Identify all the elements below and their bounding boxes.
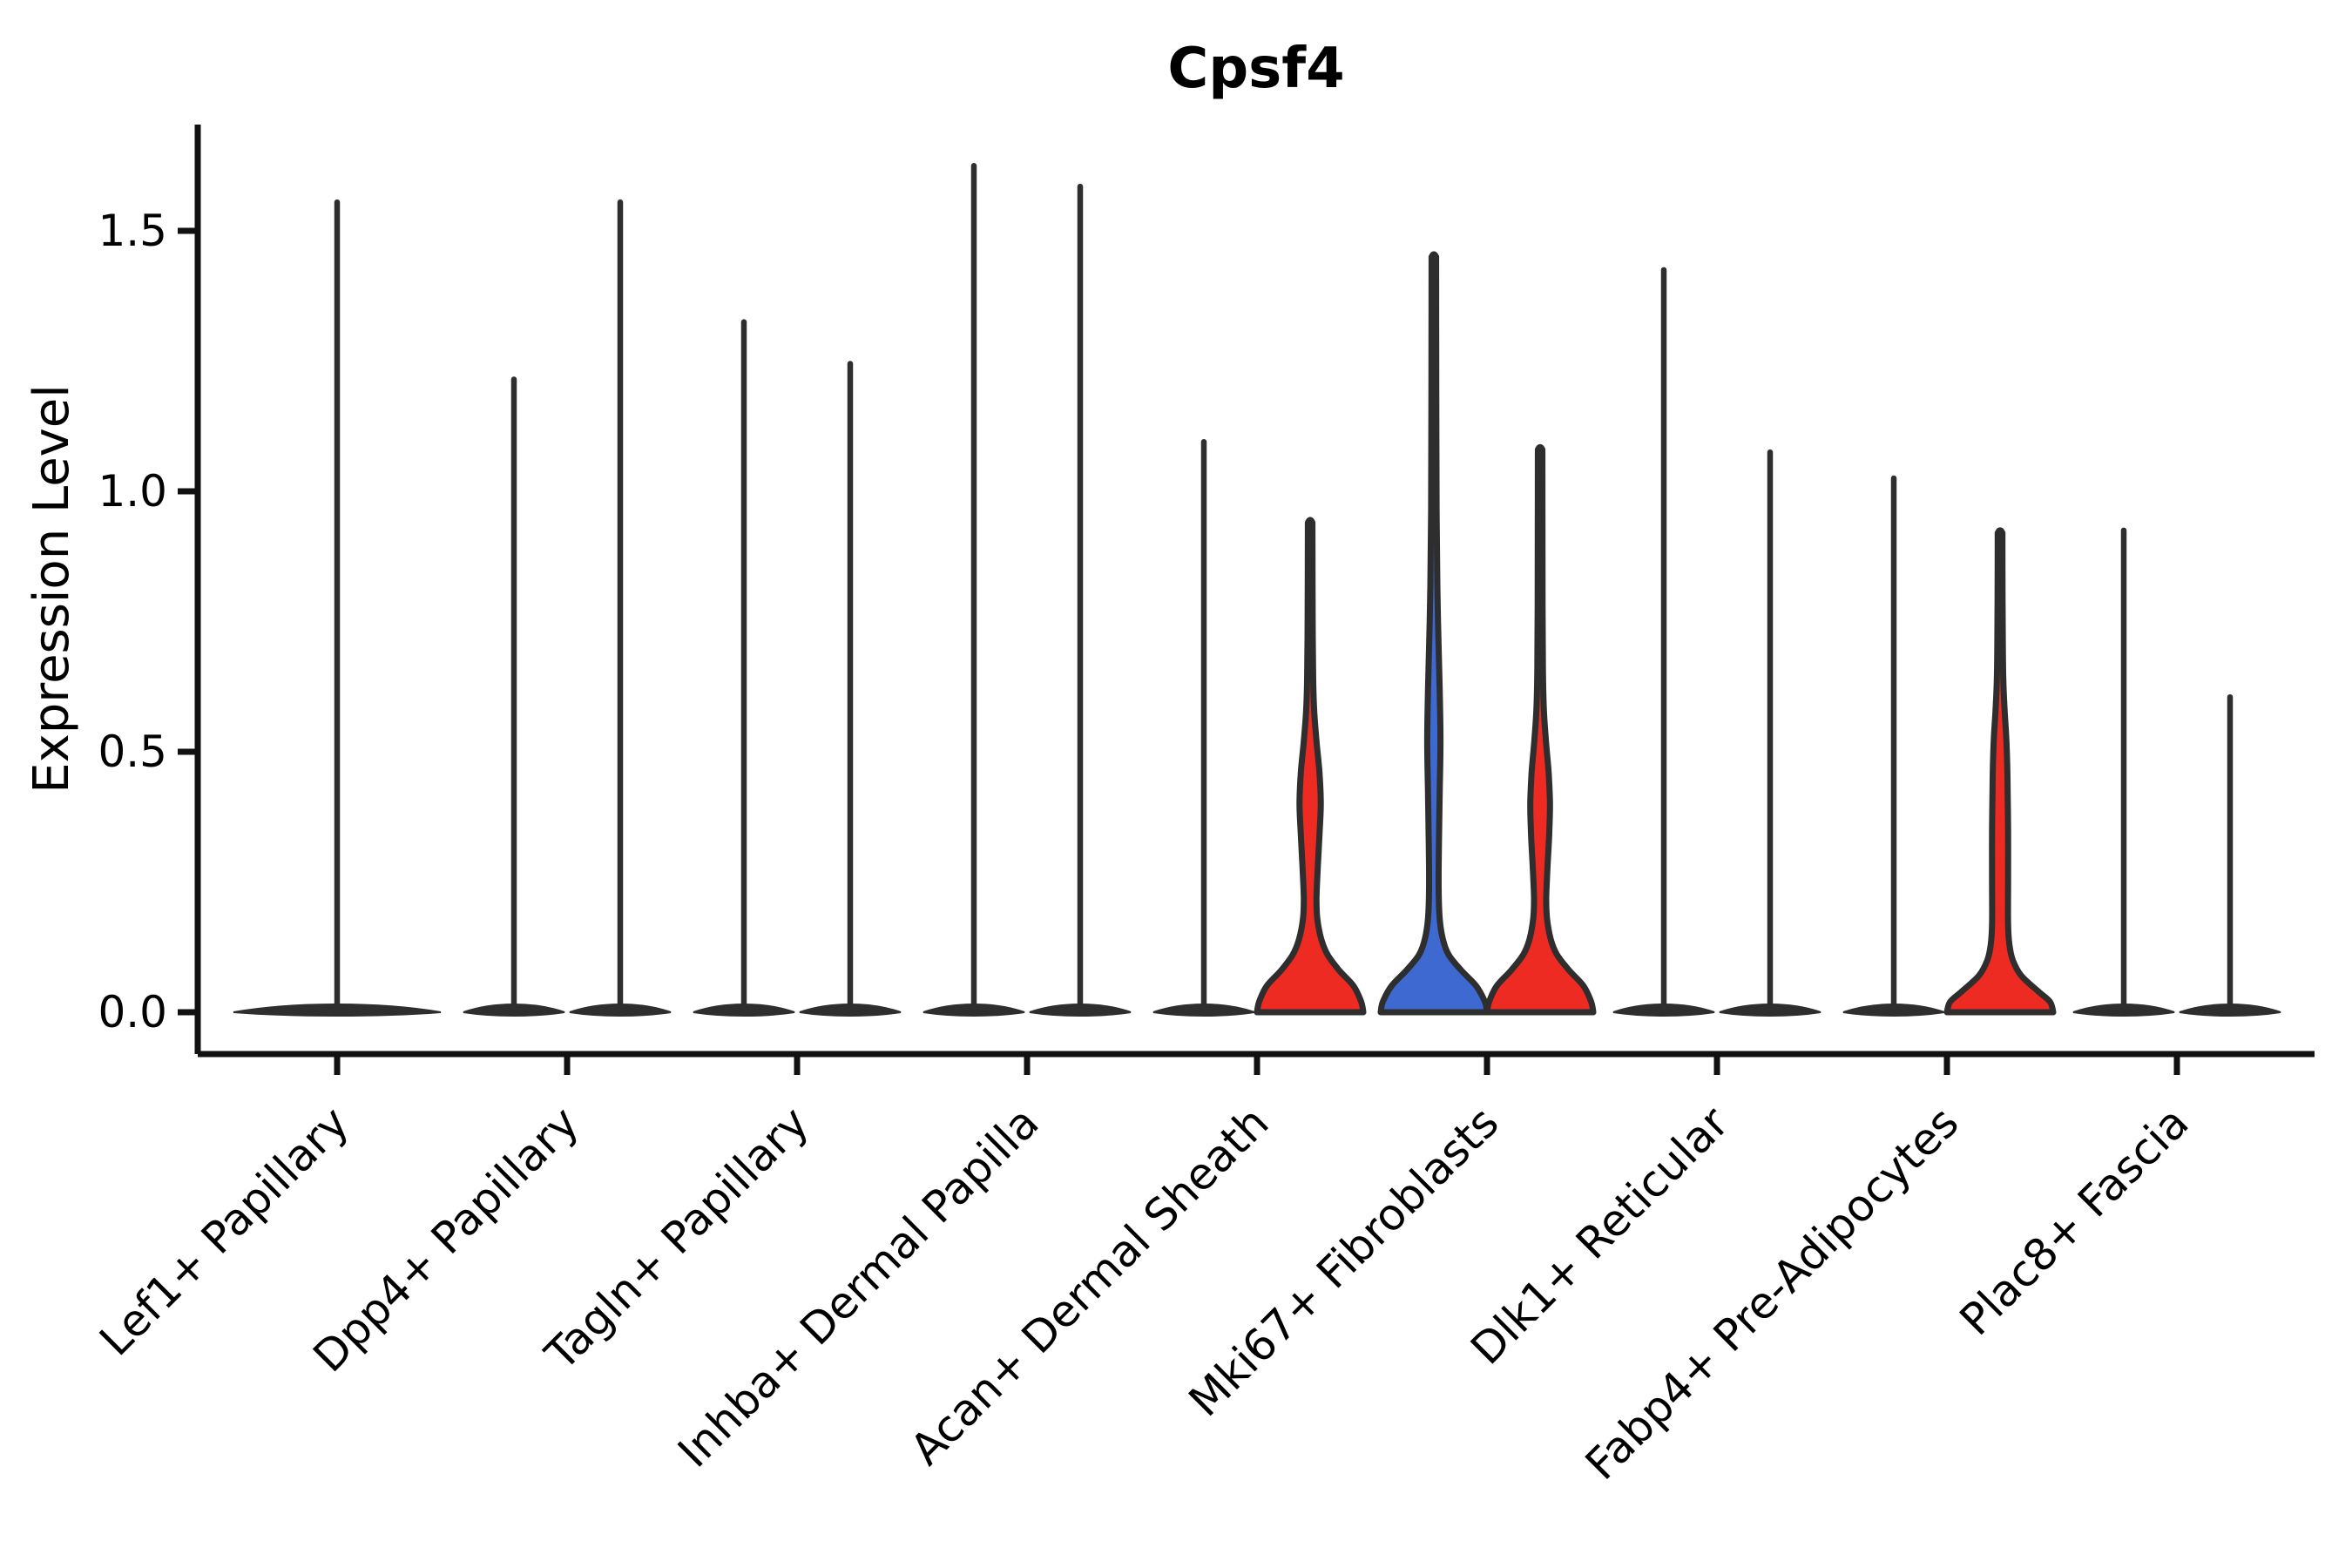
violin-layer bbox=[233, 163, 2281, 1017]
label-layer: Cpsf4 Expression Level bbox=[24, 37, 1345, 794]
y-tick-label: 1.5 bbox=[98, 206, 167, 256]
violin-mki67-fibroblasts-left bbox=[1377, 251, 1490, 1016]
violin-mki67-fibroblasts-right bbox=[1484, 443, 1597, 1016]
y-axis-title: Expression Level bbox=[24, 384, 80, 794]
y-tick-group: 0.0 0.5 1.0 1.5 bbox=[98, 206, 198, 1037]
chart-title: Cpsf4 bbox=[1167, 37, 1344, 101]
violin-acan-dermal-sheath-right bbox=[1254, 517, 1367, 1016]
violin-fabp4-pre-adipocytes-right bbox=[1943, 527, 2057, 1016]
y-tick-label: 0.0 bbox=[98, 987, 167, 1037]
x-tick-label: Lef1+ Papillary bbox=[90, 1097, 358, 1365]
y-tick-label: 1.0 bbox=[98, 466, 167, 517]
x-tick-label: Fabp4+ Pre-Adipocytes bbox=[1576, 1097, 1969, 1490]
y-tick-label: 0.5 bbox=[98, 727, 167, 777]
x-tick-label: Plac8+ Fascia bbox=[1950, 1097, 2199, 1345]
